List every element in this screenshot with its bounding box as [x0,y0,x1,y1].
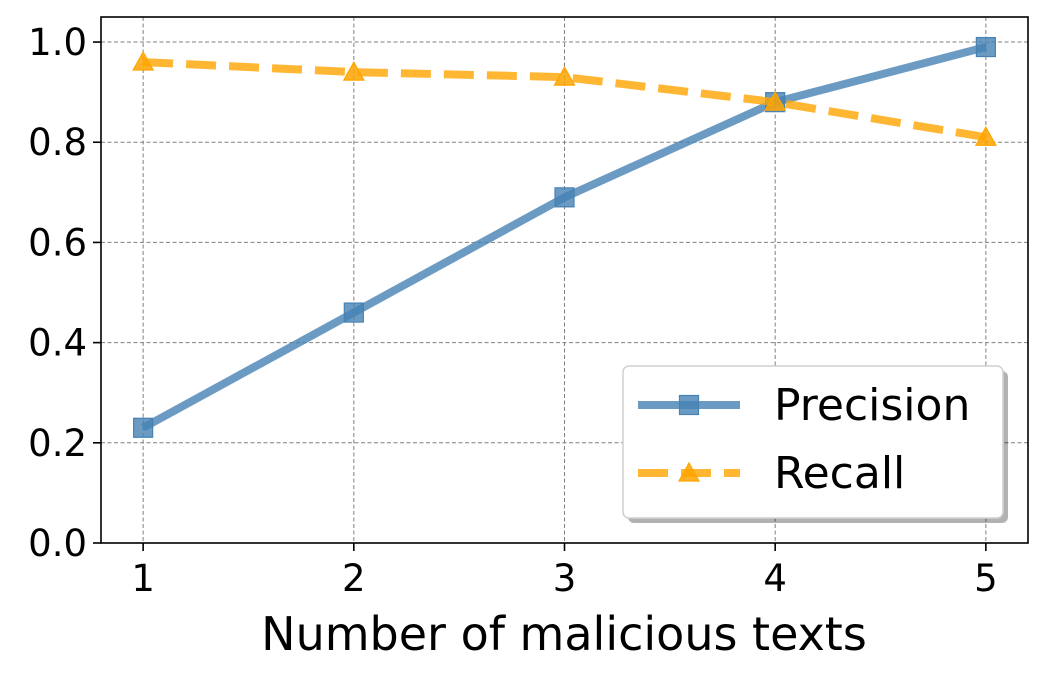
legend-label-precision: Precision [774,380,970,431]
legend: Precision Recall [622,365,1008,523]
x-tick-label: 2 [342,557,366,600]
x-axis-label: Number of malicious texts [261,607,867,661]
data-point-precision [343,302,364,323]
data-point-recall [132,50,155,71]
y-tick-label: 0.6 [28,221,87,264]
y-tick-label: 0.4 [28,322,87,365]
series-group [132,36,997,438]
data-point-precision [975,36,996,58]
legend-marker-recall [677,461,701,482]
legend-marker-precision [678,394,700,416]
data-point-recall [974,125,997,146]
legend-label-recall: Recall [774,448,905,499]
y-tick-label: 0.2 [28,422,87,465]
y-tick-label: 0.0 [28,522,87,565]
data-point-precision [133,417,154,438]
x-tick-label: 1 [131,557,155,600]
data-point-recall [342,60,365,81]
x-tick-label: 5 [974,557,998,600]
data-point-recall [764,90,787,111]
y-tick-label: 0.8 [28,121,87,164]
y-tick-label: 1.0 [28,21,87,64]
ticks: 1 2 3 4 5 0.0 0.2 0.4 0.6 0.8 1.0 [28,21,997,600]
data-point-precision [554,187,575,208]
x-tick-label: 3 [553,557,577,600]
data-point-recall [553,65,576,86]
x-tick-label: 4 [763,557,787,600]
series-line-recall [142,58,987,142]
